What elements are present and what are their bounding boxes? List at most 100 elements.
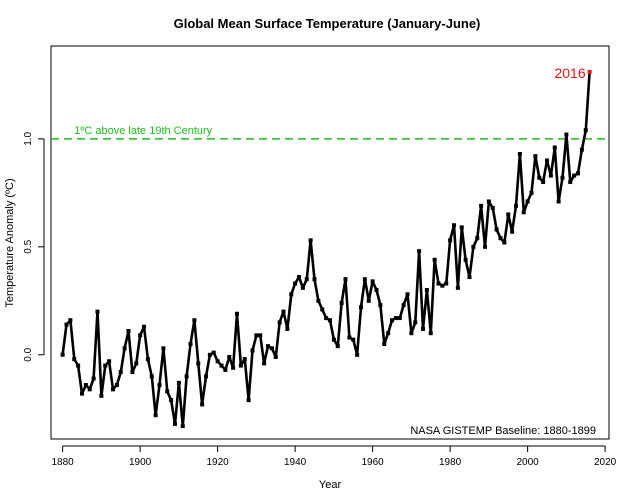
x-tick-label: 1960 [362, 457, 385, 468]
data-point [502, 240, 507, 245]
data-point [506, 212, 511, 217]
data-point [242, 357, 247, 362]
data-point [510, 229, 515, 234]
data-point [246, 398, 251, 403]
data-point [293, 281, 298, 286]
data-point [351, 337, 356, 342]
data-point [285, 326, 290, 331]
data-point [207, 352, 212, 357]
data-point [455, 285, 460, 290]
data-point [107, 359, 112, 364]
data-point [204, 374, 208, 379]
data-point [494, 227, 499, 232]
data-point [95, 309, 100, 314]
data-point [366, 298, 371, 303]
data-point [428, 331, 433, 336]
data-point [111, 387, 115, 392]
data-point [60, 352, 65, 357]
data-point [448, 238, 453, 243]
data-point [359, 305, 363, 310]
x-tick-label: 1900 [129, 457, 152, 468]
data-point [99, 393, 104, 398]
data-point [537, 175, 542, 180]
data-point [572, 173, 577, 178]
data-point [289, 292, 294, 297]
data-point [122, 346, 127, 351]
y-axis-title: Temperature Anomaly (ºC) [4, 178, 16, 307]
data-point [215, 359, 220, 364]
data-point [126, 329, 131, 334]
data-point [370, 279, 375, 284]
x-tick-label: 2020 [594, 457, 617, 468]
data-point [308, 238, 313, 243]
data-point [211, 350, 216, 355]
data-point [87, 387, 92, 392]
x-tick-label: 1940 [284, 457, 307, 468]
data-point [138, 333, 143, 338]
data-point [231, 365, 236, 370]
y-axis: 0.0 0.5 1.0 [23, 131, 45, 362]
highlight-year-label: 2016 [554, 65, 585, 81]
x-tick-label: 1920 [207, 457, 230, 468]
data-point [91, 376, 96, 381]
data-point [467, 275, 472, 280]
data-point [409, 331, 414, 336]
series-layer [60, 69, 592, 429]
data-point [277, 320, 282, 325]
data-point [424, 288, 429, 293]
data-point [545, 158, 549, 163]
data-point [390, 318, 394, 323]
data-point [490, 205, 495, 210]
data-point [192, 318, 197, 323]
data-point [238, 363, 243, 368]
data-point [401, 303, 406, 308]
data-point [254, 333, 259, 338]
data-point [517, 151, 522, 156]
data-point [320, 307, 325, 312]
data-point [149, 374, 154, 379]
chart-title: Global Mean Surface Temperature (January… [174, 16, 481, 31]
y-tick-label: 1.0 [23, 131, 34, 145]
y-tick-label: 0.0 [23, 347, 34, 361]
plot-frame [50, 45, 610, 440]
data-point [188, 341, 193, 346]
data-point [471, 244, 476, 249]
data-point [417, 249, 422, 254]
data-point [165, 389, 170, 394]
data-point [583, 128, 588, 133]
x-axis-title: Year [319, 479, 342, 491]
data-point [339, 300, 344, 305]
data-point [568, 180, 573, 185]
data-point [114, 383, 119, 388]
data-point [300, 285, 305, 290]
data-point [273, 354, 278, 359]
data-point [142, 324, 146, 329]
data-point [118, 370, 123, 375]
data-point [378, 303, 383, 308]
data-point [304, 277, 309, 282]
x-axis: 1880 1900 1920 1940 1960 1980 2000 2020 [52, 445, 617, 468]
data-point [355, 352, 360, 357]
data-point [130, 370, 135, 375]
baseline-annotation: NASA GISTEMP Baseline: 1880-1899 [410, 425, 596, 437]
data-point [250, 348, 255, 353]
data-point [413, 320, 418, 325]
data-point [525, 199, 530, 204]
data-point [393, 316, 398, 321]
data-point [529, 190, 534, 195]
x-tick-label: 1980 [439, 457, 462, 468]
data-point [68, 318, 73, 323]
data-point [459, 225, 464, 230]
data-point [541, 180, 546, 185]
data-point [64, 322, 69, 327]
data-point [335, 344, 340, 349]
data-point [533, 154, 538, 159]
data-point [552, 145, 557, 150]
data-point [436, 281, 441, 286]
data-point [498, 236, 503, 241]
data-point [374, 288, 379, 293]
data-point [556, 199, 561, 204]
data-point [405, 292, 410, 297]
data-point [134, 361, 139, 366]
